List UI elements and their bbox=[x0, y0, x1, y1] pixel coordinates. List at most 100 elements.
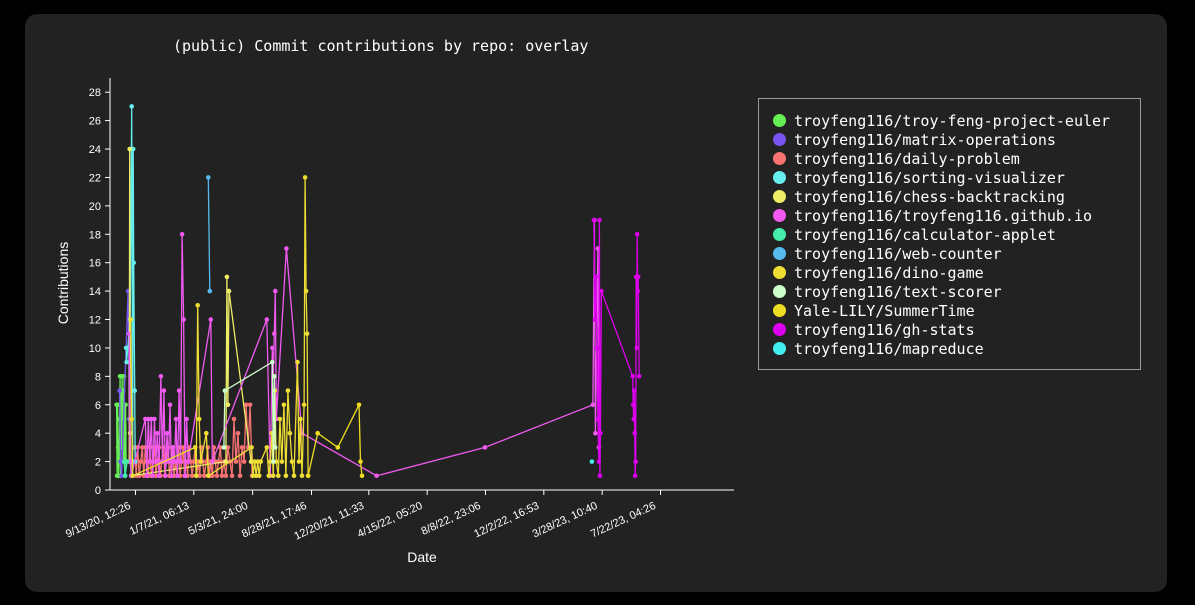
data-point bbox=[222, 388, 228, 393]
series-line bbox=[207, 177, 211, 292]
data-point bbox=[295, 359, 300, 365]
series-line bbox=[130, 177, 309, 477]
data-point bbox=[315, 430, 321, 436]
data-point bbox=[284, 246, 289, 251]
data-point bbox=[124, 359, 129, 365]
data-point bbox=[167, 402, 173, 408]
data-point bbox=[241, 459, 247, 464]
data-point bbox=[633, 459, 638, 464]
legend-item: troyfeng116/sorting-visualizer bbox=[773, 168, 1140, 187]
data-point bbox=[128, 317, 133, 322]
legend-item: troyfeng116/troy-feng-project-euler bbox=[773, 111, 1140, 130]
data-point bbox=[172, 459, 177, 464]
series-9 bbox=[128, 175, 311, 479]
data-point bbox=[175, 473, 180, 479]
data-point bbox=[635, 288, 640, 294]
data-point bbox=[239, 445, 245, 450]
data-point bbox=[273, 288, 278, 294]
legend-item: troyfeng116/daily-problem bbox=[773, 149, 1140, 168]
series-line bbox=[223, 360, 276, 462]
data-point bbox=[271, 473, 276, 479]
data-point bbox=[634, 345, 639, 351]
data-point bbox=[130, 473, 135, 479]
data-point bbox=[237, 473, 243, 479]
data-point bbox=[596, 459, 602, 464]
data-point bbox=[632, 473, 638, 479]
data-point bbox=[272, 374, 277, 379]
data-point bbox=[231, 416, 237, 422]
data-point bbox=[590, 402, 596, 408]
data-point bbox=[155, 430, 160, 436]
legend-label: troyfeng116/matrix-operations bbox=[794, 130, 1056, 149]
data-point bbox=[192, 445, 198, 450]
data-point bbox=[189, 473, 195, 479]
legend-swatch bbox=[773, 114, 786, 127]
legend-swatch bbox=[773, 133, 786, 146]
data-point bbox=[152, 416, 157, 422]
series-13 bbox=[589, 459, 595, 464]
data-point bbox=[235, 430, 241, 436]
data-point bbox=[589, 459, 595, 464]
y-tick-label: 10 bbox=[89, 343, 101, 355]
data-point bbox=[206, 175, 211, 180]
data-point bbox=[118, 459, 123, 464]
data-point bbox=[210, 459, 215, 464]
data-point bbox=[356, 402, 362, 408]
legend-item: troyfeng116/gh-stats bbox=[773, 320, 1140, 339]
data-point bbox=[208, 317, 214, 322]
data-point bbox=[249, 445, 254, 450]
data-point bbox=[301, 402, 307, 408]
series-11 bbox=[305, 402, 365, 479]
data-point bbox=[127, 146, 132, 152]
data-point bbox=[205, 445, 211, 450]
data-point bbox=[161, 388, 167, 393]
data-point bbox=[129, 104, 134, 109]
x-tick-label: 12/2/22, 16:53 bbox=[472, 500, 541, 541]
data-point bbox=[305, 473, 311, 479]
data-point bbox=[184, 416, 189, 422]
y-tick-label: 26 bbox=[89, 116, 101, 128]
legend-item: troyfeng116/matrix-operations bbox=[773, 130, 1140, 149]
data-point bbox=[195, 303, 200, 308]
data-point bbox=[304, 331, 310, 337]
legend-swatch bbox=[773, 266, 786, 279]
legend-label: troyfeng116/gh-stats bbox=[794, 320, 975, 339]
data-point bbox=[197, 473, 202, 479]
data-point bbox=[207, 288, 213, 294]
data-point bbox=[219, 473, 225, 479]
data-point bbox=[599, 288, 604, 294]
data-point bbox=[147, 459, 153, 464]
data-point bbox=[229, 473, 235, 479]
legend-swatch bbox=[773, 323, 786, 336]
data-point bbox=[291, 473, 297, 479]
data-point bbox=[335, 445, 341, 450]
data-point bbox=[279, 459, 285, 464]
data-point bbox=[179, 232, 185, 237]
data-point bbox=[150, 473, 156, 479]
series-8 bbox=[206, 175, 213, 294]
y-tick-label: 16 bbox=[89, 258, 101, 270]
series-line bbox=[307, 404, 363, 476]
data-point bbox=[593, 430, 598, 436]
data-point bbox=[156, 473, 162, 479]
data-point bbox=[276, 473, 281, 479]
data-point bbox=[258, 459, 264, 464]
legend-label: troyfeng116/troyfeng116.github.io bbox=[794, 206, 1093, 225]
legend-label: troyfeng116/troy-feng-project-euler bbox=[794, 111, 1111, 130]
data-point bbox=[358, 459, 363, 464]
legend-item: troyfeng116/calculator-applet bbox=[773, 225, 1140, 244]
data-point bbox=[592, 317, 598, 322]
series-7 bbox=[121, 459, 130, 479]
data-point bbox=[631, 388, 637, 393]
x-tick-label: 3/28/23, 10:40 bbox=[531, 500, 600, 541]
data-point bbox=[595, 416, 601, 422]
data-point bbox=[283, 473, 289, 479]
data-point bbox=[198, 459, 203, 464]
y-tick-label: 24 bbox=[89, 144, 101, 156]
data-point bbox=[271, 459, 276, 464]
data-point bbox=[285, 388, 291, 393]
legend: troyfeng116/troy-feng-project-euler troyf… bbox=[758, 98, 1141, 370]
legend-label: troyfeng116/sorting-visualizer bbox=[794, 168, 1065, 187]
data-point bbox=[597, 217, 602, 223]
data-point bbox=[225, 402, 231, 408]
